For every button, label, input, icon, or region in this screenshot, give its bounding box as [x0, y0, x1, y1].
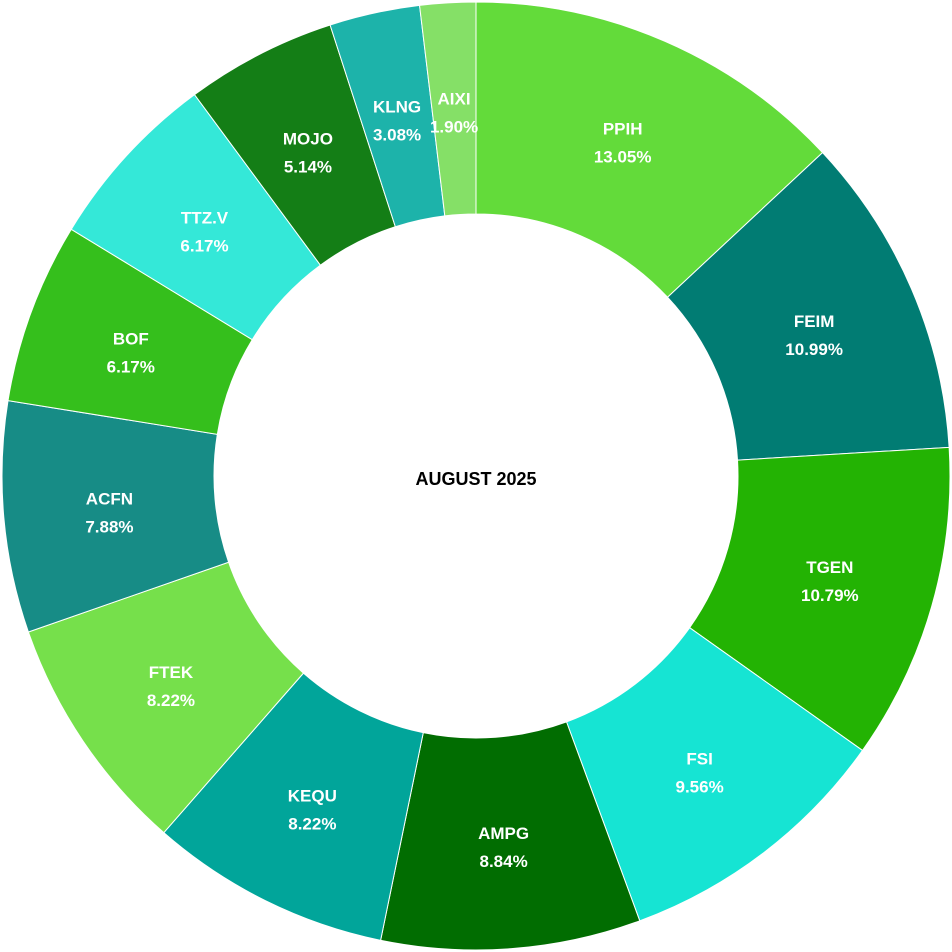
- slice-label-ttz-v: TTZ.V: [181, 209, 229, 228]
- slice-label-kequ: KEQU: [288, 787, 337, 806]
- slice-value-mojo: 5.14%: [284, 158, 332, 177]
- slice-label-bof: BOF: [113, 330, 149, 349]
- slice-value-ftek: 8.22%: [147, 691, 195, 710]
- slice-labels: PPIH 13.05% FEIM 10.99% TGEN 10.79% FSI 9.56% AM…: [85, 90, 858, 871]
- slice-label-acfn: ACFN: [86, 489, 133, 508]
- center-label: AUGUST 2025: [415, 469, 536, 489]
- slice-label-feim: FEIM: [794, 312, 835, 331]
- slice-value-fsi: 9.56%: [676, 777, 724, 796]
- slice-label-ampg: AMPG: [478, 824, 529, 843]
- slice-label-ftek: FTEK: [149, 663, 194, 682]
- slice-label-ppih: PPIH: [603, 119, 643, 138]
- slice-value-tgen: 10.79%: [801, 586, 859, 605]
- slice-value-ppih: 13.05%: [594, 147, 652, 166]
- slice-value-klng: 3.08%: [373, 126, 421, 145]
- slice-value-feim: 10.99%: [785, 340, 843, 359]
- slice-label-klng: KLNG: [373, 98, 421, 117]
- slice-value-kequ: 8.22%: [288, 815, 336, 834]
- slice-label-fsi: FSI: [686, 749, 712, 768]
- slice-value-ampg: 8.84%: [480, 852, 528, 871]
- slice-value-acfn: 7.88%: [85, 517, 133, 536]
- slice-aixi: [418, 1, 477, 217]
- slice-label-aixi: AIXI: [438, 90, 471, 109]
- slice-value-aixi: 1.90%: [430, 118, 478, 137]
- slice-ppih: [475, 1, 824, 298]
- slice-feim: [666, 151, 950, 461]
- slice-label-mojo: MOJO: [283, 130, 333, 149]
- slice-value-ttz-v: 6.17%: [180, 237, 228, 256]
- slice-value-bof: 6.17%: [107, 358, 155, 377]
- slice-label-tgen: TGEN: [806, 558, 853, 577]
